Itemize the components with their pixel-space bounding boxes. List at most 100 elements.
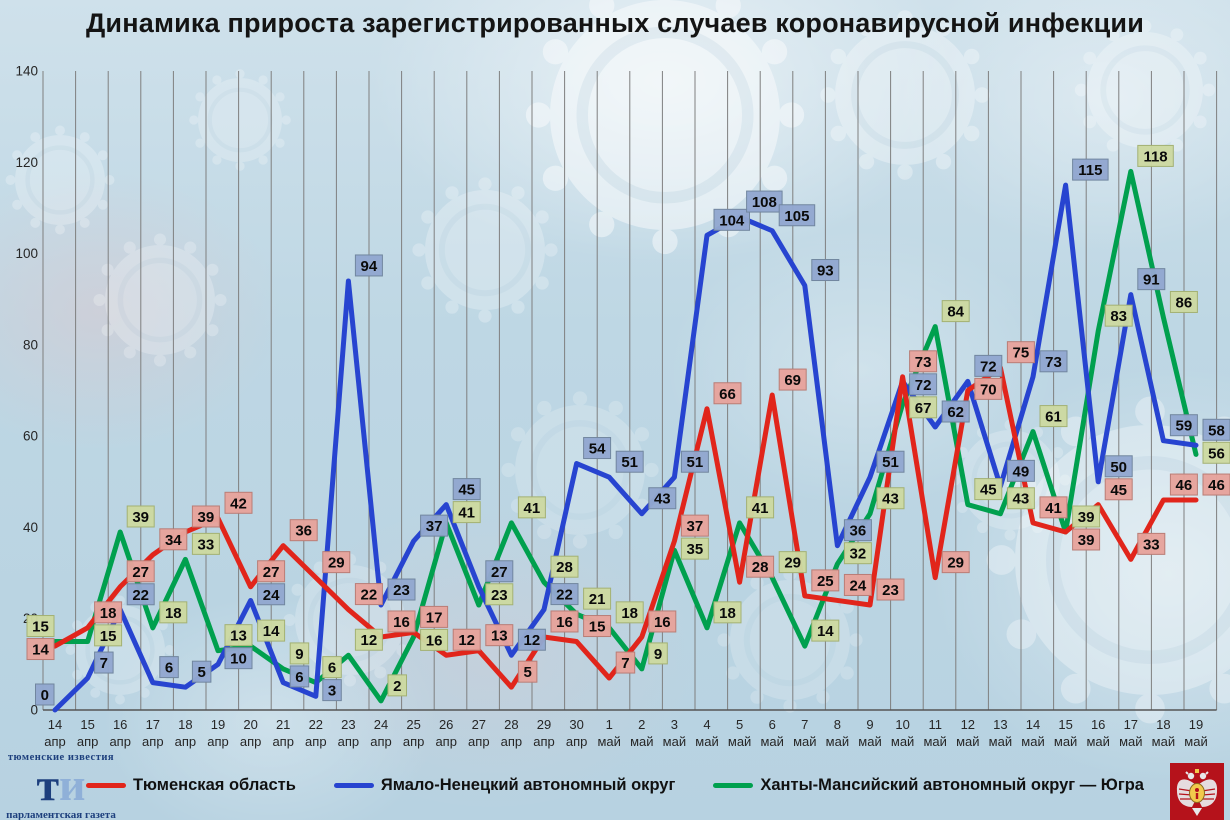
svg-text:15: 15 <box>589 619 606 636</box>
svg-text:3: 3 <box>328 683 336 700</box>
svg-text:32: 32 <box>850 546 867 563</box>
data-label: 86 <box>1169 290 1198 313</box>
x-tick-label: 25 апр <box>403 717 425 749</box>
data-label: 28 <box>746 555 775 578</box>
x-tick-label: 27 апр <box>468 717 490 749</box>
data-label: 23 <box>485 583 514 606</box>
svg-text:21: 21 <box>589 591 606 608</box>
x-tick-label: 26 апр <box>435 717 457 749</box>
logo-bottom-text: парламентская газета <box>6 808 116 820</box>
virus-blob-icon <box>93 233 227 367</box>
svg-text:105: 105 <box>784 208 809 225</box>
data-label: 43 <box>648 487 677 510</box>
data-label: 13 <box>224 624 253 647</box>
svg-text:18: 18 <box>165 605 182 622</box>
data-label: 21 <box>583 587 612 610</box>
svg-text:14: 14 <box>32 642 49 659</box>
data-label: 5 <box>517 660 538 683</box>
data-label: 15 <box>26 615 55 638</box>
data-label: 22 <box>126 583 155 606</box>
data-label: 49 <box>1006 459 1035 482</box>
data-label: 39 <box>191 505 220 528</box>
svg-text:50: 50 <box>1110 459 1127 476</box>
data-label: 83 <box>1104 304 1133 327</box>
x-tick-label: 15 май <box>1054 717 1077 749</box>
x-tick-label: 7 май <box>793 717 816 749</box>
data-label: 2 <box>387 674 407 697</box>
data-label: 27 <box>485 560 514 583</box>
svg-text:54: 54 <box>589 441 606 458</box>
data-label: 13 <box>485 624 514 647</box>
svg-text:46: 46 <box>1176 477 1193 494</box>
x-tick-label: 14 апр <box>44 717 66 749</box>
virus-blob-icon <box>1074 19 1216 161</box>
legend-label: Ямало-Ненецкий автономный округ <box>380 776 676 794</box>
svg-text:36: 36 <box>850 523 867 540</box>
svg-text:6: 6 <box>165 660 173 677</box>
data-label: 12 <box>354 628 383 651</box>
data-label: 73 <box>1039 350 1068 373</box>
logo-letter-t: т <box>36 758 60 810</box>
data-label: 105 <box>778 204 816 227</box>
data-label: 62 <box>941 400 970 423</box>
data-label: 94 <box>354 254 383 277</box>
virus-blob-icon <box>820 10 990 180</box>
x-tick-label: 14 май <box>1021 717 1044 749</box>
svg-text:42: 42 <box>230 495 247 512</box>
data-label: 51 <box>680 450 709 473</box>
data-label: 10 <box>224 647 253 670</box>
svg-text:45: 45 <box>458 482 475 499</box>
x-tick-label: 20 апр <box>240 717 262 749</box>
svg-text:18: 18 <box>621 605 638 622</box>
virus-blob-icon <box>412 177 558 323</box>
svg-text:72: 72 <box>980 358 997 375</box>
data-label: 43 <box>876 487 905 510</box>
svg-text:18: 18 <box>100 605 117 622</box>
y-tick-label: 0 <box>30 703 38 718</box>
data-label: 69 <box>778 368 807 391</box>
data-label: 84 <box>941 300 970 323</box>
y-tick-label: 140 <box>15 64 38 79</box>
data-label: 18 <box>615 601 644 624</box>
data-label: 14 <box>811 619 840 642</box>
data-label: 104 <box>713 208 750 231</box>
data-label: 36 <box>843 519 872 542</box>
svg-text:0: 0 <box>41 687 49 704</box>
legend-item-2: Ямало-Ненецкий автономный округ <box>333 776 676 795</box>
svg-text:67: 67 <box>915 400 932 417</box>
svg-text:45: 45 <box>1110 482 1127 499</box>
data-label: 28 <box>550 555 579 578</box>
x-tick-label: 5 май <box>728 717 751 749</box>
data-label: 43 <box>1006 487 1035 510</box>
x-tick-label: 4 май <box>695 717 718 749</box>
svg-text:41: 41 <box>524 500 541 517</box>
x-tick-label: 21 апр <box>272 717 294 749</box>
data-label: 45 <box>974 478 1003 501</box>
data-label: 7 <box>94 651 114 674</box>
svg-text:51: 51 <box>687 454 704 471</box>
data-label: 6 <box>322 656 342 679</box>
svg-text:18: 18 <box>719 605 736 622</box>
svg-text:23: 23 <box>393 582 410 599</box>
svg-text:6: 6 <box>295 669 303 686</box>
data-label: 25 <box>811 569 840 592</box>
svg-text:14: 14 <box>263 623 280 640</box>
svg-text:35: 35 <box>687 541 704 558</box>
svg-text:27: 27 <box>263 564 280 581</box>
x-tick-label: 19 апр <box>207 717 229 749</box>
x-tick-label: 24 апр <box>370 717 392 749</box>
svg-text:83: 83 <box>1110 308 1127 325</box>
data-label: 33 <box>1137 532 1166 555</box>
data-label: 32 <box>843 542 872 565</box>
data-label: 18 <box>94 601 123 624</box>
virus-blob-icon <box>525 0 805 255</box>
data-label: 22 <box>550 583 579 606</box>
svg-text:66: 66 <box>719 386 736 403</box>
svg-text:13: 13 <box>230 628 247 645</box>
svg-text:70: 70 <box>980 381 997 398</box>
svg-text:72: 72 <box>915 377 932 394</box>
data-label: 59 <box>1169 414 1198 437</box>
svg-text:43: 43 <box>654 491 671 508</box>
